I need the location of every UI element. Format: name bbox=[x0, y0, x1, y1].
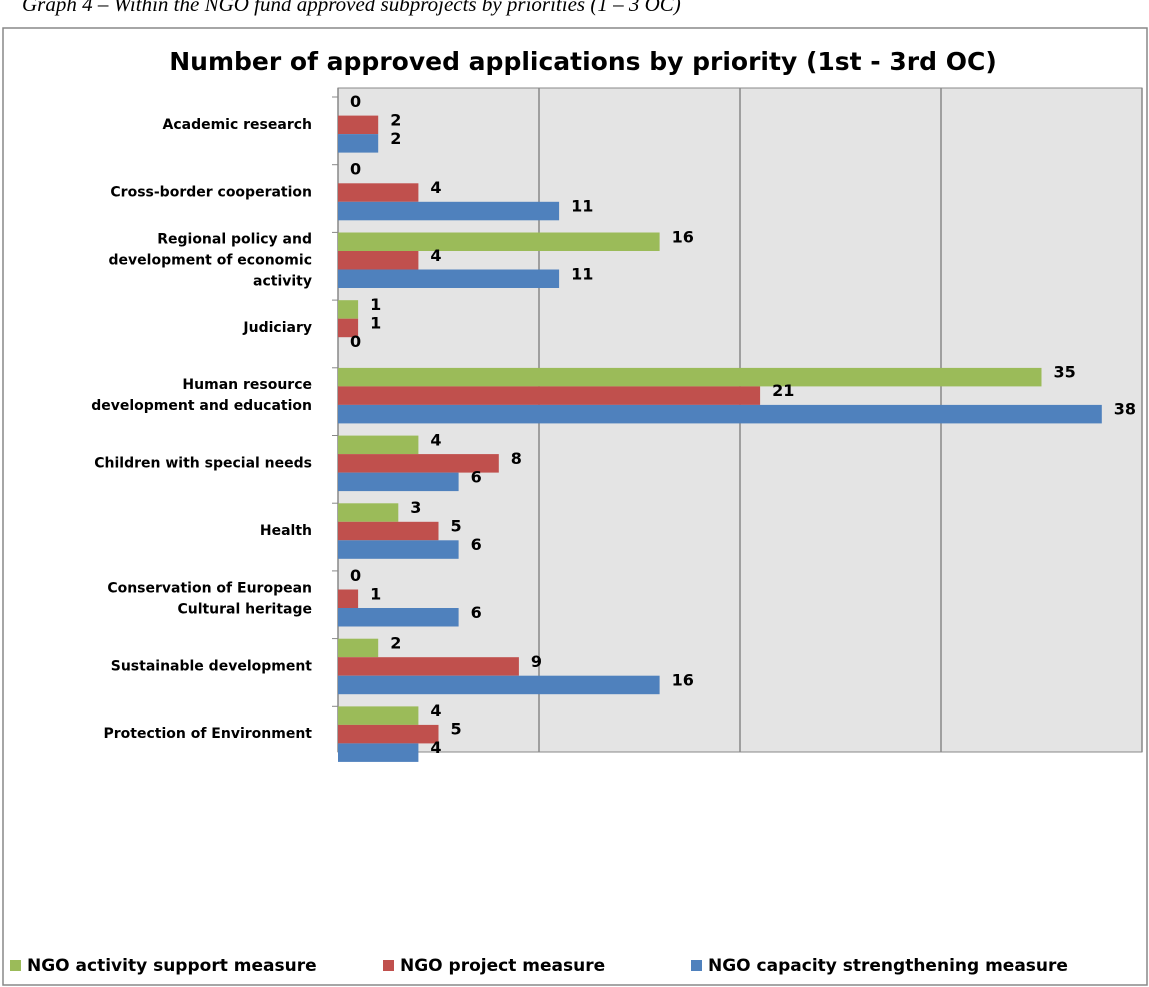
category-label: Protection of Environment bbox=[104, 726, 313, 742]
data-label: 6 bbox=[471, 603, 482, 622]
bar bbox=[338, 503, 399, 522]
data-label: 6 bbox=[471, 467, 482, 486]
data-label: 11 bbox=[571, 264, 593, 283]
data-label: 2 bbox=[390, 129, 401, 148]
data-label: 1 bbox=[370, 295, 381, 314]
bar bbox=[338, 743, 419, 762]
bar bbox=[338, 706, 419, 725]
data-label: 4 bbox=[430, 178, 441, 197]
bar bbox=[338, 404, 1102, 424]
category-label: Sustainable development bbox=[111, 658, 313, 674]
data-label: 6 bbox=[471, 535, 482, 554]
bar bbox=[338, 386, 761, 405]
bar bbox=[338, 472, 459, 492]
data-label: 4 bbox=[430, 246, 441, 265]
data-label: 4 bbox=[430, 430, 441, 449]
bar bbox=[338, 521, 439, 541]
data-label: 38 bbox=[1114, 400, 1136, 419]
data-label: 0 bbox=[350, 566, 361, 585]
data-label: 9 bbox=[531, 652, 542, 671]
data-label: 2 bbox=[390, 633, 401, 652]
category-label: Health bbox=[260, 523, 312, 539]
bar bbox=[338, 183, 419, 202]
data-label: 16 bbox=[672, 670, 694, 689]
bar bbox=[338, 454, 499, 473]
data-label: 11 bbox=[571, 197, 593, 216]
legend-swatch bbox=[691, 960, 702, 971]
bar bbox=[338, 251, 419, 270]
bar bbox=[338, 318, 359, 338]
data-label: 8 bbox=[511, 449, 522, 468]
bar bbox=[338, 134, 379, 153]
data-label: 5 bbox=[451, 720, 462, 739]
data-label: 0 bbox=[350, 332, 361, 351]
data-label: 1 bbox=[370, 313, 381, 332]
bar bbox=[338, 638, 379, 658]
caption: Graph 4 – Within the NGO fund approved s… bbox=[22, 0, 681, 16]
legend-label: NGO activity support measure bbox=[27, 956, 317, 976]
data-label: 35 bbox=[1054, 363, 1076, 382]
category-label: Children with special needs bbox=[94, 455, 312, 471]
data-label: 2 bbox=[390, 110, 401, 129]
data-label: 3 bbox=[410, 498, 421, 517]
category-label: Academic research bbox=[162, 117, 312, 133]
bar bbox=[338, 675, 660, 695]
bar bbox=[338, 367, 1042, 387]
legend-swatch bbox=[10, 960, 21, 971]
bar bbox=[338, 300, 359, 319]
category-label: Conservation of European Cultural heritag… bbox=[107, 580, 312, 617]
bar bbox=[338, 232, 660, 251]
bar bbox=[338, 115, 379, 135]
bar bbox=[338, 589, 359, 608]
bar bbox=[338, 201, 560, 221]
data-label: 21 bbox=[772, 381, 794, 400]
bar bbox=[338, 269, 560, 288]
category-label: Judiciary bbox=[242, 320, 312, 336]
data-label: 4 bbox=[430, 738, 441, 757]
category-label: Regional policy and development of econom… bbox=[109, 231, 312, 289]
legend-swatch bbox=[383, 960, 394, 971]
data-label: 16 bbox=[672, 227, 694, 246]
data-label: 1 bbox=[370, 584, 381, 603]
bar bbox=[338, 608, 459, 627]
data-label: 5 bbox=[451, 517, 462, 536]
data-label: 0 bbox=[350, 160, 361, 179]
legend-label: NGO project measure bbox=[400, 956, 605, 976]
bar bbox=[338, 540, 459, 559]
category-label: Human resource development and education bbox=[91, 377, 312, 414]
bar bbox=[338, 657, 519, 676]
bar bbox=[338, 435, 419, 455]
category-label: Cross-border cooperation bbox=[110, 185, 312, 201]
bar bbox=[338, 724, 439, 744]
data-label: 0 bbox=[350, 92, 361, 111]
legend-label: NGO capacity strengthening measure bbox=[708, 956, 1068, 976]
data-label: 4 bbox=[430, 701, 441, 720]
chart-title: Number of approved applications by prior… bbox=[169, 47, 997, 76]
